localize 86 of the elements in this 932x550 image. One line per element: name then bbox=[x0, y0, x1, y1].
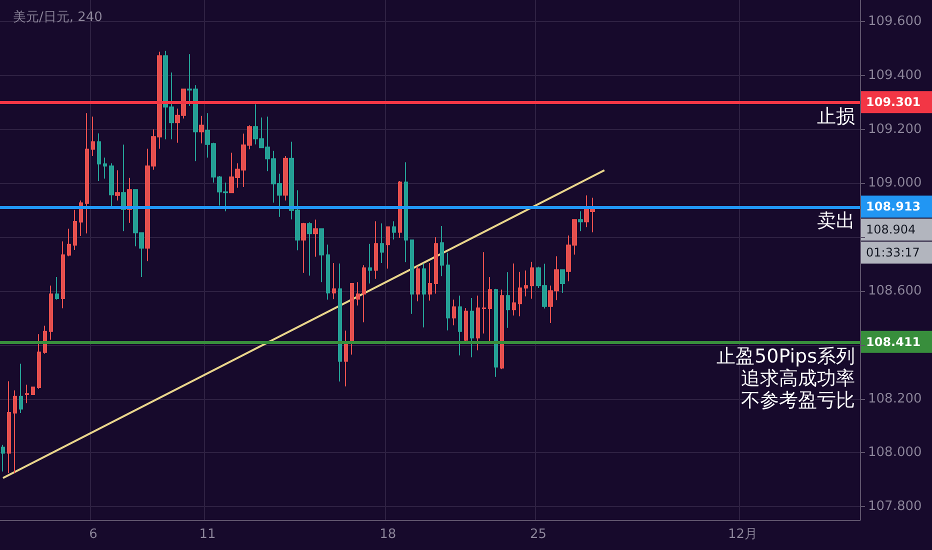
text: 美元/日元, 240 bbox=[13, 9, 102, 25]
candlestick bbox=[97, 132, 101, 182]
candlestick bbox=[422, 263, 426, 328]
y-tick-label: 109.000 bbox=[868, 176, 922, 191]
candlestick bbox=[512, 263, 516, 316]
candlestick bbox=[85, 112, 89, 234]
candlestick bbox=[344, 330, 348, 387]
text: 108.913 bbox=[866, 200, 921, 214]
candlestick bbox=[73, 209, 77, 251]
candlestick bbox=[440, 226, 444, 277]
candlestick bbox=[476, 295, 480, 351]
candlestick bbox=[49, 285, 53, 340]
candlestick bbox=[109, 162, 114, 208]
candlestick bbox=[350, 282, 354, 356]
candlestick bbox=[332, 262, 336, 300]
y-tick-label: 109.200 bbox=[868, 122, 922, 137]
candlestick bbox=[103, 157, 107, 180]
candlestick bbox=[199, 115, 204, 144]
candlestick bbox=[368, 243, 372, 284]
candlestick bbox=[115, 170, 120, 201]
ref-line-label: 卖出 bbox=[817, 210, 855, 232]
y-tick-label: 108.000 bbox=[868, 445, 922, 460]
candlestick bbox=[13, 390, 17, 474]
candlestick bbox=[307, 222, 312, 276]
text: 01:33:17 bbox=[866, 246, 920, 260]
candlestick bbox=[301, 222, 306, 274]
candlestick bbox=[326, 244, 330, 300]
candlestick bbox=[283, 156, 288, 201]
candlestick bbox=[121, 144, 126, 232]
annotation: 不参考盈亏比 bbox=[741, 389, 855, 412]
candlestick bbox=[452, 299, 456, 326]
x-tick-label: 11 bbox=[199, 527, 216, 542]
text: 108.904 bbox=[866, 222, 916, 237]
candlestick bbox=[560, 269, 565, 294]
candlestick bbox=[464, 307, 468, 342]
candlestick bbox=[362, 264, 366, 323]
candlestick bbox=[482, 252, 486, 334]
x-tick-label: 25 bbox=[530, 527, 547, 542]
candlestick bbox=[313, 219, 318, 258]
x-tick-label: 12月 bbox=[728, 527, 758, 542]
x-tick-label: 6 bbox=[89, 527, 98, 542]
candlestick bbox=[319, 228, 324, 283]
candlestick bbox=[25, 384, 29, 404]
y-tick-label: 107.800 bbox=[868, 499, 922, 514]
candlestick bbox=[416, 266, 420, 302]
text: 108.411 bbox=[866, 334, 921, 349]
ref-line-label: 止损 bbox=[817, 106, 855, 128]
candlestick bbox=[55, 276, 59, 300]
candlestick bbox=[392, 220, 396, 240]
y-tick-label: 109.400 bbox=[868, 68, 922, 83]
candlestick bbox=[19, 363, 23, 414]
candlestick bbox=[386, 226, 390, 270]
ref-line-label: 止盈50Pips系列 bbox=[716, 345, 856, 368]
candlestick bbox=[61, 240, 65, 309]
candlestick bbox=[338, 263, 342, 382]
y-tick-label: 109.600 bbox=[868, 14, 922, 30]
y-tick-label: 108.600 bbox=[868, 283, 922, 298]
x-tick-label: 18 bbox=[380, 527, 396, 542]
candlestick bbox=[67, 228, 71, 257]
candlestick bbox=[398, 180, 402, 238]
candlestick bbox=[494, 288, 498, 378]
annotation: 追求高成功率 bbox=[741, 367, 855, 390]
candlestick bbox=[7, 380, 11, 474]
candlestick bbox=[458, 295, 462, 356]
text: 109.301 bbox=[866, 95, 921, 110]
candlestick bbox=[500, 289, 504, 370]
candlestick bbox=[356, 282, 360, 306]
candlestick bbox=[470, 297, 474, 358]
candlestick bbox=[530, 261, 534, 300]
candlestick bbox=[506, 272, 510, 328]
candlestick bbox=[404, 162, 408, 263]
candlestick bbox=[374, 220, 378, 280]
candlestick bbox=[428, 262, 432, 302]
candlestick bbox=[91, 116, 95, 156]
candlestick bbox=[488, 276, 492, 342]
candlestick bbox=[446, 252, 450, 331]
candlestick bbox=[380, 222, 384, 264]
candlestick bbox=[1, 444, 5, 472]
candlestick bbox=[434, 236, 438, 294]
candlestick bbox=[578, 210, 583, 232]
candlestick bbox=[31, 386, 35, 396]
candlestick bbox=[518, 271, 522, 317]
y-tick-label: 108.200 bbox=[868, 391, 922, 406]
candlestick bbox=[524, 270, 528, 297]
candlestick bbox=[410, 240, 414, 314]
candlestick bbox=[37, 334, 41, 390]
